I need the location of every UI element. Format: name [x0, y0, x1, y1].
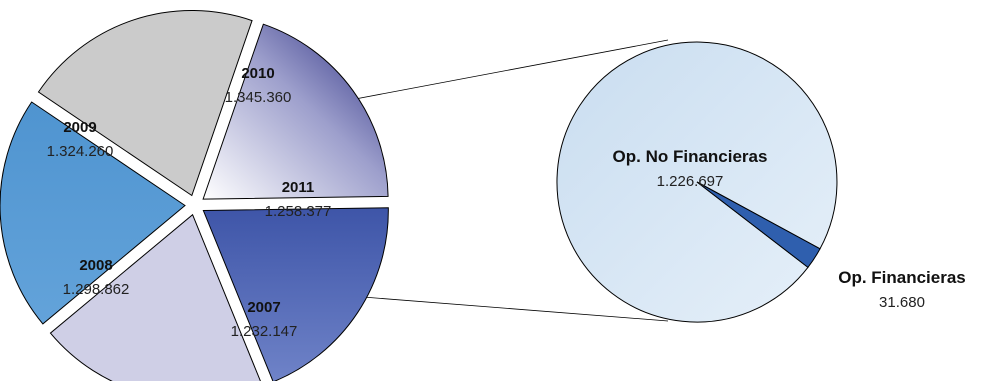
slice-label-no-financieras-name: Op. No Financieras	[613, 147, 768, 166]
pie-slice-2007	[202, 207, 389, 381]
pie-slice-op-financieras	[696, 181, 821, 269]
slice-label-2011-value: 1.258.377	[265, 203, 332, 220]
slice-label-2011-year: 2011	[282, 179, 315, 196]
breakdown-pie	[556, 41, 838, 323]
main-pie	[0, 10, 389, 381]
slice-label-2010-year: 2010	[241, 65, 274, 82]
slice-label-financieras-name: Op. Financieras	[838, 268, 966, 287]
pie-slice-2009	[0, 101, 186, 325]
slice-label-2008-value: 1.298.862	[63, 281, 130, 298]
slice-label-2009-value: 1.324.260	[47, 143, 114, 160]
slice-label-2008-year: 2008	[79, 257, 112, 274]
slice-label-2007-year: 2007	[247, 299, 280, 316]
connector-line-bottom	[349, 295, 669, 322]
pie-slice-2010	[37, 10, 253, 197]
slice-label-financieras-value: 31.680	[879, 294, 925, 311]
slice-label-2010-value: 1.345.360	[225, 89, 292, 106]
pie-slice-2011	[202, 23, 389, 200]
connector-line-top	[349, 39, 669, 101]
pie-slice-2008	[49, 213, 261, 381]
slice-label-2009-year: 2009	[63, 119, 96, 136]
slice-label-2007-value: 1.232.147	[231, 323, 298, 340]
slice-label-no-financieras-value: 1.226.697	[657, 173, 724, 190]
